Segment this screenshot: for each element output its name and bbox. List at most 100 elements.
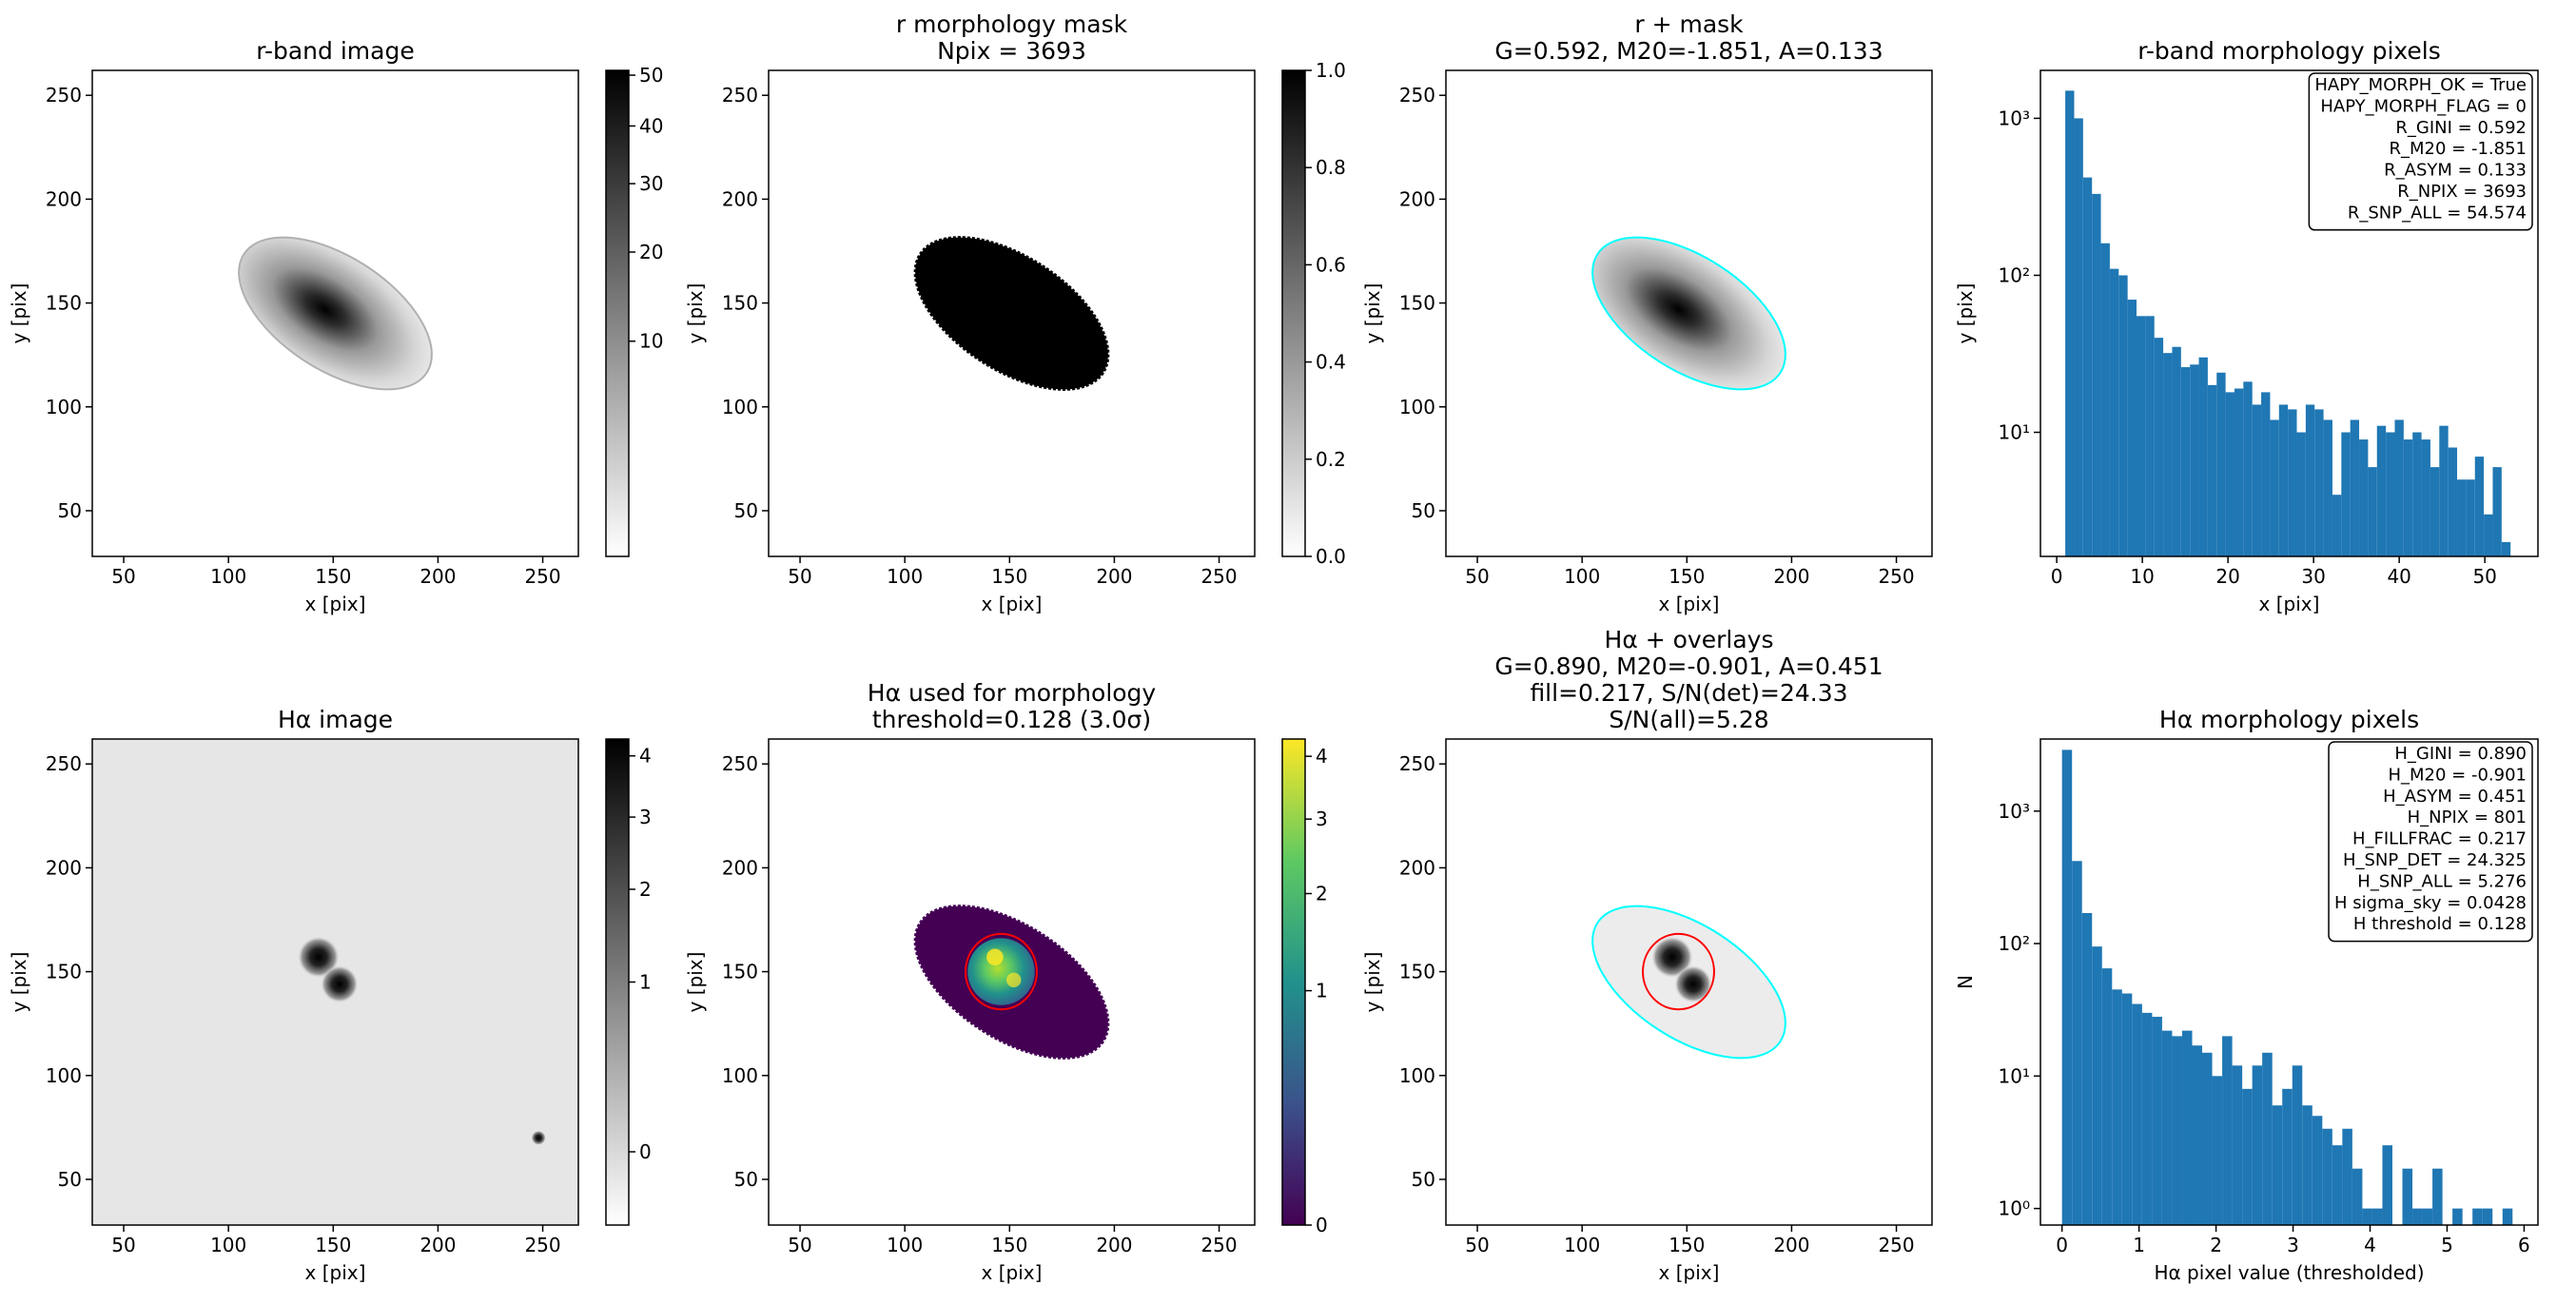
- chart-title: r-band morphology pixels: [2137, 37, 2441, 65]
- bar: [2207, 384, 2217, 556]
- annotation-text: HAPY_MORPH_FLAG = 0: [2320, 96, 2527, 116]
- bar: [2474, 457, 2485, 556]
- bar: [2282, 1088, 2293, 1225]
- colorbar-tick-label: 0: [639, 1140, 652, 1163]
- y-axis-label: y [pix]: [1954, 283, 1977, 344]
- bar: [2072, 861, 2082, 1225]
- bar: [2394, 419, 2404, 556]
- colorbar-tick-label: 2: [639, 878, 652, 901]
- x-axis-label: x [pix]: [982, 593, 1043, 615]
- x-tick-label: 50: [788, 565, 811, 588]
- colorbar-tick-label: 10: [639, 330, 663, 353]
- y-tick-label: 100: [1399, 396, 1435, 418]
- y-tick-label: 250: [1399, 84, 1435, 107]
- panel: 50 100 150 200 250 50 100 150 200 250 x [pix] y [pi…: [1361, 10, 1933, 615]
- colorbar-tick-label: 30: [639, 172, 663, 195]
- bar: [2371, 1208, 2383, 1225]
- plot-area: [913, 236, 1110, 391]
- bar: [2152, 1017, 2162, 1225]
- annotation-text: H_ASYM = 0.451: [2383, 787, 2527, 807]
- bar: [2412, 432, 2422, 556]
- axes-frame: [1445, 738, 1933, 1226]
- bar: [2341, 432, 2351, 556]
- colorbar-tick-label: 20: [639, 241, 663, 263]
- x-tick-label: 20: [2215, 565, 2239, 588]
- y-tick-label: 150: [1399, 961, 1435, 983]
- x-axis-label: x [pix]: [1659, 593, 1720, 615]
- plot-area: [1591, 236, 1786, 391]
- x-tick-label: 1: [2133, 1234, 2145, 1256]
- y-tick-label: 250: [46, 84, 82, 107]
- bar: [2092, 193, 2101, 556]
- bar: [2421, 439, 2430, 556]
- bar: [2412, 1208, 2423, 1225]
- colorbar-tick-label: 3: [639, 806, 652, 828]
- x-tick-label: 50: [2472, 565, 2496, 588]
- colorbar-tick-label: 40: [639, 114, 663, 137]
- bar: [2161, 1030, 2173, 1225]
- y-tick-label: 150: [1399, 292, 1435, 315]
- plot-area: [238, 236, 433, 391]
- x-tick-label: 150: [1669, 1234, 1705, 1256]
- y-tick-label: 200: [1399, 187, 1435, 210]
- annotation-text: H_SNP_ALL = 5.276: [2357, 871, 2527, 891]
- bar: [2252, 404, 2262, 556]
- bar: [2180, 367, 2191, 556]
- bar: [2352, 1168, 2363, 1225]
- y-tick-label: 50: [734, 1168, 758, 1191]
- annotation-text: H_GINI = 0.890: [2394, 744, 2527, 764]
- y-tick-label: 200: [46, 187, 82, 210]
- x-axis-label: x [pix]: [2259, 593, 2320, 615]
- chart-title: Hα used for morphology: [868, 679, 1157, 707]
- annotation-text: HAPY_MORPH_OK = True: [2314, 75, 2527, 95]
- bar: [2242, 1088, 2253, 1225]
- x-axis-label: Hα pixel value (thresholded): [2154, 1261, 2424, 1284]
- colorbar-tick-label: 0.4: [1316, 351, 1346, 374]
- x-tick-label: 250: [524, 1234, 560, 1256]
- bar: [2278, 404, 2289, 556]
- y-tick-label: 200: [722, 856, 758, 879]
- emission-blob: [321, 964, 359, 1003]
- plot-area: [2065, 90, 2511, 556]
- bar: [2112, 989, 2122, 1225]
- emission-blob: [297, 936, 340, 979]
- chart-title: r morphology mask: [896, 10, 1128, 38]
- panel: 50 100 150 200 250 50 100 150 200 250 x [pix] y [pi…: [8, 37, 663, 615]
- x-tick-label: 50: [111, 1234, 135, 1256]
- emission-core: [1005, 972, 1022, 988]
- annotation-text: H_SNP_DET = 24.325: [2343, 850, 2527, 870]
- bar: [2376, 425, 2387, 556]
- axes-frame: [2039, 738, 2539, 1226]
- colorbar-tick-label: 4: [1316, 745, 1328, 768]
- plot-area: [1591, 905, 1786, 1060]
- colorbar-tick-label: 4: [639, 745, 652, 768]
- y-tick-label: 150: [46, 961, 82, 983]
- bar: [2484, 514, 2493, 556]
- y-tick-label: 100: [722, 396, 758, 418]
- mask-region: [1591, 236, 1786, 391]
- bar: [2492, 467, 2502, 556]
- x-tick-label: 50: [1465, 1234, 1489, 1256]
- x-tick-label: 100: [887, 1234, 923, 1256]
- bar: [2222, 1036, 2233, 1225]
- y-axis-label: y [pix]: [1361, 283, 1384, 344]
- x-tick-label: 250: [1200, 1234, 1237, 1256]
- bar: [2061, 749, 2073, 1225]
- panel: 50 100 150 200 250 50 100 150 200 250 x [pix] y [pi…: [1361, 626, 1933, 1284]
- axes-frame: [91, 69, 579, 557]
- x-tick-label: 200: [1773, 565, 1809, 588]
- y-tick-label: 50: [58, 499, 82, 522]
- bar: [2322, 1128, 2332, 1225]
- x-axis-label: x [pix]: [982, 1261, 1043, 1284]
- plot-area: [2061, 749, 2513, 1225]
- colorbar-tick-label: 0.6: [1316, 253, 1346, 276]
- bar: [2314, 409, 2324, 556]
- x-tick-label: 200: [420, 1234, 456, 1256]
- annotation-text: H_NPIX = 801: [2408, 808, 2527, 827]
- bar: [2332, 1145, 2343, 1225]
- x-tick-label: 40: [2387, 565, 2410, 588]
- y-tick-label: 250: [46, 752, 82, 775]
- x-tick-label: 250: [524, 565, 560, 588]
- x-axis-label: x [pix]: [305, 593, 366, 615]
- x-tick-label: 3: [2287, 1234, 2299, 1256]
